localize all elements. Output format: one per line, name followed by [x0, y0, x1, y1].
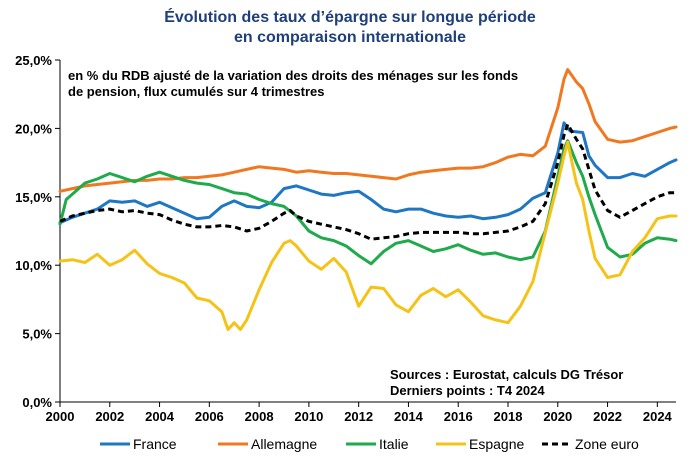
- series-line-italie: [58, 139, 678, 266]
- series-line-zone-euro: [59, 122, 676, 241]
- chart-title-line1: Évolution des taux d’épargne sur longue …: [164, 7, 536, 26]
- legend-label: Italie: [379, 436, 409, 452]
- chart-title-line2: en comparaison internationale: [234, 29, 466, 46]
- x-tick-label: 2012: [344, 409, 373, 424]
- series-lines: [58, 68, 678, 331]
- y-tick-label: 5,0%: [22, 327, 52, 342]
- y-tick-label: 0,0%: [22, 395, 52, 410]
- y-tick-label: 15,0%: [15, 190, 52, 205]
- y-tick-label: 20,0%: [15, 121, 52, 136]
- series-line-allemagne: [58, 68, 678, 193]
- chart-note-line1: en % du RDB ajusté de la variation des d…: [68, 68, 518, 83]
- series-line-espagne: [58, 140, 678, 331]
- y-tick-label: 25,0%: [15, 53, 52, 68]
- x-tick-label: 2024: [643, 409, 673, 424]
- x-tick-label: 2000: [46, 409, 75, 424]
- series-line-france: [58, 121, 678, 225]
- legend-label: Espagne: [469, 436, 524, 452]
- x-axis-ticks: 2000 2002 2004 2006 2008 2010 2012 2014 2016 2018…: [46, 402, 673, 424]
- y-tick-label: 10,0%: [15, 258, 52, 273]
- x-tick-label: 2022: [593, 409, 622, 424]
- legend-label: Zone euro: [575, 436, 639, 452]
- x-tick-label: 2014: [394, 409, 424, 424]
- x-tick-label: 2004: [145, 409, 175, 424]
- chart-legend: France Allemagne Italie Espagne Zone euro: [100, 436, 639, 452]
- x-tick-label: 2016: [444, 409, 473, 424]
- x-tick-label: 2002: [95, 409, 124, 424]
- x-tick-label: 2010: [294, 409, 323, 424]
- x-tick-label: 2020: [543, 409, 572, 424]
- x-tick-label: 2018: [494, 409, 523, 424]
- source-line2: Derniers points : T4 2024: [390, 383, 545, 398]
- x-tick-label: 2008: [245, 409, 274, 424]
- legend-label: France: [133, 436, 177, 452]
- chart-note-line2: de pension, flux cumulés sur 4 trimestre…: [68, 84, 324, 99]
- y-axis-ticks: 0,0% 5,0% 10,0% 15,0% 20,0% 25,0%: [15, 53, 60, 410]
- legend-label: Allemagne: [251, 436, 317, 452]
- x-tick-label: 2006: [195, 409, 224, 424]
- source-line1: Sources : Eurostat, calculs DG Trésor: [390, 367, 623, 382]
